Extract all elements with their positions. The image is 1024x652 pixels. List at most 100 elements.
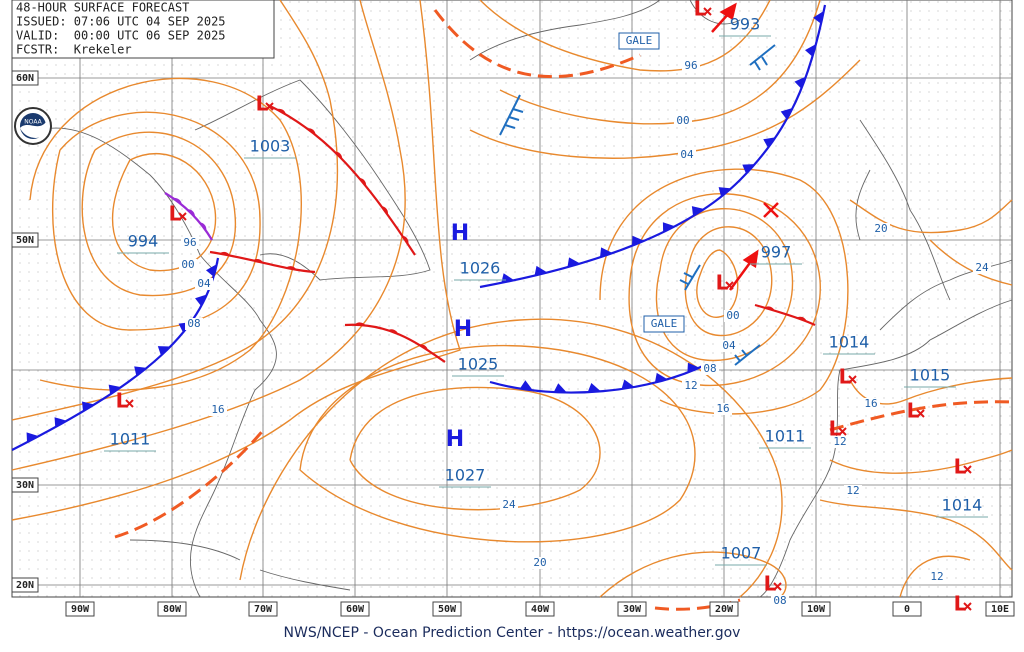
header-valid: VALID: 00:00 UTC 06 SEP 2025 [16,29,226,43]
header-forecaster: FCSTR: Krekeler [16,43,132,57]
isobar-label: 08 [187,317,200,330]
isobar-label: 24 [502,498,516,511]
isobar-label-bg [682,60,700,72]
isobar-label-bg [862,398,880,410]
isobar-label: 96 [684,59,697,72]
isobar-label: 16 [211,403,224,416]
lon-label: 70W [254,604,273,615]
pressure-label: 1025 [458,355,499,374]
isobar-label: 24 [975,261,989,274]
noaa-logo: NOAA [14,107,52,145]
low-symbol: L [764,572,777,596]
warm-front [344,323,446,363]
front-triangle [631,235,645,246]
front-semicircle [402,235,409,245]
front-triangle [813,10,824,24]
pressure-label: 1003 [250,137,291,156]
front-triangle [621,379,635,390]
footer-credit: NWS/NCEP - Ocean Prediction Center - htt… [284,625,741,641]
isobar-label-bg [844,485,862,497]
front-triangle [567,257,581,268]
lat-label: 60N [16,73,34,84]
front-semicircle [418,344,428,351]
isobar-label: 16 [716,402,729,415]
isobar-label-bg [928,571,946,583]
isobar-label: 00 [726,309,739,322]
warm-front [754,303,816,326]
isobar-label-bg [678,149,696,161]
front-semicircle [796,316,807,322]
low-x [848,375,857,384]
isobar-label: 20 [874,222,887,235]
isobar-label-bg [872,223,890,235]
header-issued: ISSUED: 07:06 UTC 04 SEP 2025 [16,15,226,29]
low-symbol: L [116,389,129,413]
isobar-label: 08 [773,594,786,607]
front-semicircle [764,306,775,311]
pressure-label: 1014 [829,333,870,352]
isobar-label: 00 [676,114,689,127]
isobar-label-bg [682,380,700,392]
low-x [963,602,972,611]
motion-arrows [711,2,779,291]
lon-label: 10E [991,604,1009,615]
front-triangle [157,346,171,356]
lon-label: 90W [71,604,90,615]
low-symbol: L [954,455,967,479]
low-symbol: L [907,399,920,423]
pressure-label: 1015 [910,366,951,385]
isobar-label-bg [720,340,738,352]
front-triangle [662,222,675,233]
low-x [703,7,712,16]
isobar-label: 96 [183,236,196,249]
pressure-label: 1027 [445,466,486,485]
front-triangle [519,380,533,391]
front-triangle [134,366,147,377]
lon-label-box [617,601,647,617]
front-semicircle [173,197,182,205]
pressure-label: 997 [761,243,792,262]
isobar-label: 08 [703,362,716,375]
low-x [773,582,782,591]
isobar-label: 12 [930,570,943,583]
isobar-label-bg [500,499,518,511]
gale-label: GALE [651,317,678,330]
front-triangle [26,432,39,443]
front-semicircle [219,251,231,256]
front-triangle [587,382,601,393]
low-symbol: L [829,417,842,441]
lon-label-box [709,601,739,617]
lat-label-box [11,577,39,593]
front-semicircle [354,322,366,326]
lat-label-box [11,70,39,86]
lat-label-box [11,477,39,493]
low-symbol: L [694,0,707,21]
isobar-label-bg [724,310,742,322]
low-x [916,409,925,418]
lat-label: 20N [16,580,34,591]
pressure-label: 1026 [460,259,501,278]
low-symbol: L [256,92,269,116]
isobar-label-bg [531,557,549,569]
lon-label-box [65,601,95,617]
low-x [725,281,734,290]
dot-background [12,0,1012,597]
low-x [125,399,134,408]
front-semicircle [307,128,316,135]
front-triangle [780,107,793,120]
lon-label-box [157,601,187,617]
front-semicircle [276,108,287,115]
warm-front [267,104,416,256]
header-title: 48-HOUR SURFACE FORECAST [16,1,189,15]
front-semicircle [388,329,399,334]
low-symbol: L [169,202,182,226]
isobar-label-bg [831,436,849,448]
front-triangle [599,247,613,258]
lon-label: 40W [531,604,550,615]
front-semicircle [359,177,367,187]
isobar-label-bg [181,237,199,249]
isobar-label-bg [674,115,692,127]
isobar-label-bg [701,363,719,375]
lon-label-box [248,601,278,617]
pressure-label: 1011 [765,427,806,446]
